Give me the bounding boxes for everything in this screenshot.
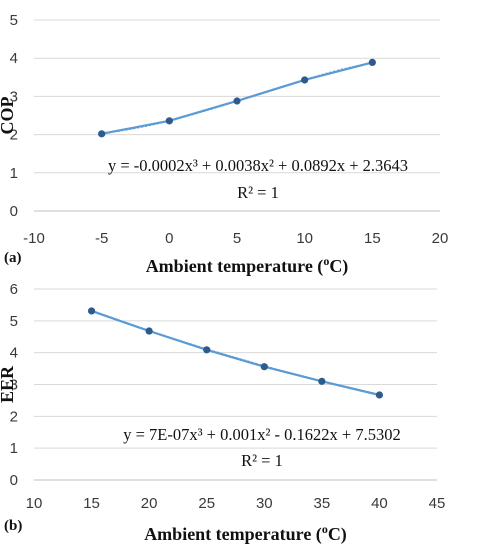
x-tick-label: 20 — [432, 230, 449, 247]
series-line — [91, 309, 380, 397]
y-tick-label: 0 — [10, 203, 18, 220]
y-tick-label: 6 — [10, 281, 18, 298]
y-tick-label: 0 — [10, 472, 18, 489]
y-tick-label: 1 — [10, 440, 18, 457]
data-point — [87, 307, 96, 315]
r-squared: R² = 1 — [241, 451, 283, 470]
r-squared: R² = 1 — [237, 183, 279, 202]
x-axis-label: Ambient temperature (oC) — [146, 254, 349, 277]
data-point — [233, 97, 241, 105]
x-tick-label: 10 — [296, 230, 313, 247]
data-point — [98, 130, 106, 138]
trendline-equation: y = -0.0002x³ + 0.0038x² + 0.0892x + 2.3… — [108, 156, 408, 175]
x-tick-label: 35 — [314, 495, 331, 512]
x-tick-label: -10 — [23, 230, 45, 247]
x-tick-label: 15 — [364, 230, 381, 247]
y-tick-label: 3 — [10, 88, 18, 105]
panel-label: (b) — [4, 518, 22, 534]
x-tick-label: 40 — [371, 495, 388, 512]
data-point — [318, 377, 326, 385]
x-axis-label-end: C) — [328, 524, 347, 545]
x-tick-label: 5 — [233, 230, 241, 247]
x-tick-label: 20 — [141, 495, 158, 512]
x-axis-label: Ambient temperature (oC) — [144, 522, 347, 545]
data-point — [203, 346, 211, 354]
y-tick-label: 4 — [10, 50, 18, 67]
data-point — [145, 327, 153, 335]
x-axis-label-sup: o — [322, 522, 328, 536]
y-axis-label: EER — [0, 365, 17, 403]
data-point — [368, 58, 376, 67]
y-axis-label: COP — [0, 97, 17, 135]
y-tick-label: 2 — [10, 408, 18, 425]
y-tick-label: 5 — [10, 12, 18, 29]
x-tick-label: 45 — [429, 495, 446, 512]
x-axis-label-end: C) — [329, 256, 348, 277]
x-tick-label: 30 — [256, 495, 273, 512]
data-point — [301, 76, 309, 84]
y-tick-label: 3 — [10, 377, 18, 394]
data-point — [165, 117, 173, 125]
x-tick-label: 25 — [198, 495, 215, 512]
data-point — [260, 363, 268, 371]
chart-a: 0 1 2 3 4 5 -10 -5 0 5 10 15 20 (a) COP Ambient tempera… — [0, 12, 448, 277]
x-tick-label: 15 — [83, 495, 100, 512]
x-axis-label-main: Ambient temperature ( — [146, 256, 324, 277]
x-tick-label: 0 — [165, 230, 173, 247]
y-tick-label: 5 — [10, 313, 18, 330]
x-axis-label-main: Ambient temperature ( — [144, 524, 322, 545]
x-tick-label: 10 — [26, 495, 43, 512]
trendline-equation: y = 7E-07x³ + 0.001x² - 0.1622x + 7.5302 — [123, 425, 401, 444]
x-tick-label: -5 — [95, 230, 108, 247]
data-point — [375, 391, 384, 399]
y-tick-label: 1 — [10, 165, 18, 182]
x-axis-label-sup: o — [323, 254, 329, 268]
panel-label: (a) — [4, 250, 22, 266]
y-tick-label: 4 — [10, 345, 18, 362]
y-tick-label: 2 — [10, 127, 18, 144]
